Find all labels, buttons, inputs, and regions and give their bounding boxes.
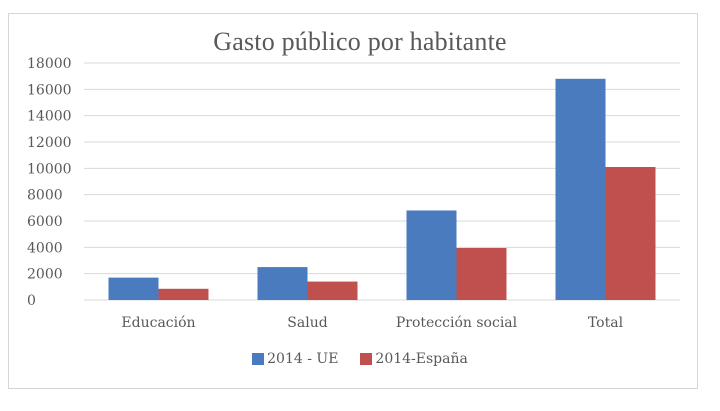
bar-espana (456, 247, 507, 300)
legend-swatch-espana (360, 353, 373, 365)
y-tick-label: 4000 (27, 240, 63, 256)
bar-ue (257, 267, 308, 300)
y-tick-label: 6000 (27, 214, 63, 230)
y-tick-label: 10000 (27, 161, 72, 177)
y-tick-label: 8000 (27, 188, 63, 204)
x-category-label: Salud (287, 315, 327, 331)
legend-label-ue: 2014 - UE (267, 351, 339, 367)
bar-espana (605, 167, 656, 300)
y-tick-label: 2000 (27, 267, 63, 283)
legend-item-ue: 2014 - UE (252, 351, 338, 367)
x-category-label: Total (588, 315, 624, 331)
bar-ue (406, 210, 457, 300)
y-tick-label: 18000 (27, 56, 72, 72)
x-axis-labels: Educación Salud Protección social Total (121, 315, 623, 331)
bar-espana (158, 288, 209, 300)
legend: 2014 - UE 2014-España (0, 351, 720, 367)
y-tick-label: 14000 (27, 109, 72, 125)
bar-espana (307, 281, 358, 300)
legend-item-espana: 2014-España (360, 351, 468, 367)
y-tick-label: 0 (27, 293, 36, 309)
x-category-label: Protección social (396, 315, 518, 331)
y-axis-ticks: 0 2000 4000 6000 8000 10000 12000 14000 16000 180… (27, 56, 72, 309)
bar-ue (108, 277, 159, 300)
chart-title: Gasto público por habitante (213, 27, 507, 56)
y-tick-label: 16000 (27, 82, 72, 98)
bar-ue (555, 78, 606, 300)
legend-label-espana: 2014-España (375, 351, 468, 367)
y-tick-label: 12000 (27, 135, 72, 151)
bars (108, 78, 656, 300)
x-category-label: Educación (121, 315, 195, 331)
legend-swatch-ue (252, 353, 265, 365)
